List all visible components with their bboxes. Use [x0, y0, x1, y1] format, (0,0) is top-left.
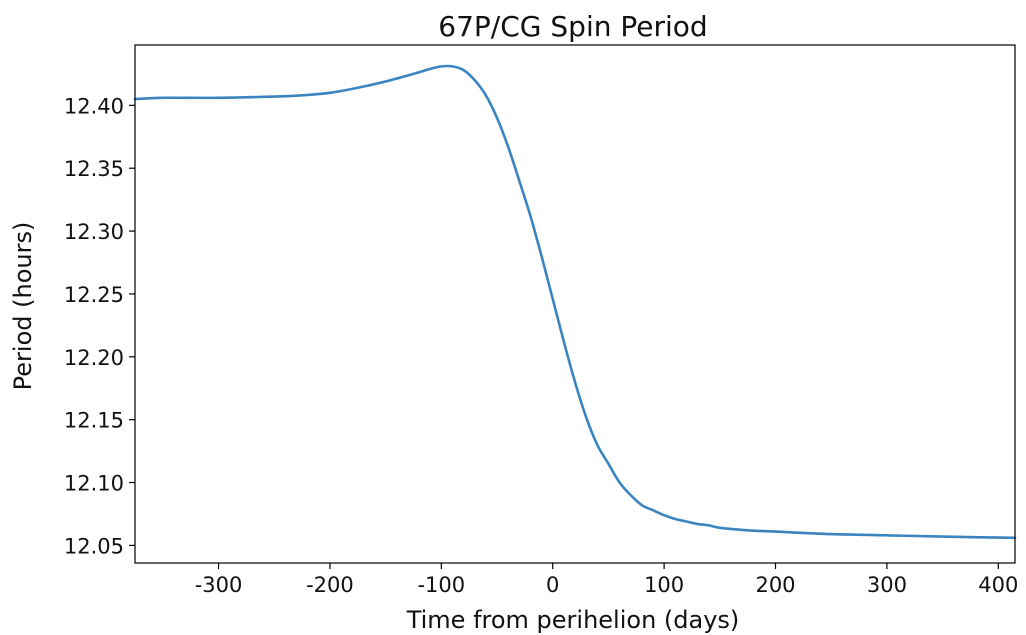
x-tick-label: -100 — [417, 573, 465, 597]
x-axis-title: Time from perihelion (days) — [406, 606, 740, 634]
x-tick-label: 400 — [978, 573, 1018, 597]
y-tick-label: 12.10 — [64, 472, 124, 496]
y-tick-label: 12.15 — [64, 409, 124, 433]
y-axis-ticks: 12.05 12.10 12.15 12.20 12.25 12.30 12.35 12.40 — [64, 94, 135, 558]
x-tick-label: 200 — [755, 573, 795, 597]
x-tick-label: 100 — [644, 573, 684, 597]
y-axis-title: Period (hours) — [9, 222, 37, 391]
y-tick-label: 12.35 — [64, 157, 124, 181]
x-tick-label: -300 — [195, 573, 243, 597]
spin-period-line — [133, 64, 1017, 540]
y-tick-label: 12.40 — [64, 94, 124, 118]
chart-title: 67P/CG Spin Period — [438, 10, 707, 43]
y-tick-label: 12.25 — [64, 283, 124, 307]
x-tick-label: 300 — [867, 573, 907, 597]
x-tick-label: -200 — [306, 573, 354, 597]
y-tick-label: 12.30 — [64, 220, 124, 244]
plot-area-frame — [134, 44, 1016, 564]
x-tick-label: 0 — [546, 573, 559, 597]
y-tick-label: 12.20 — [64, 346, 124, 370]
y-tick-label: 12.05 — [64, 534, 124, 558]
x-axis-ticks: -300 -200 -100 0 100 200 300 400 — [195, 563, 1018, 597]
